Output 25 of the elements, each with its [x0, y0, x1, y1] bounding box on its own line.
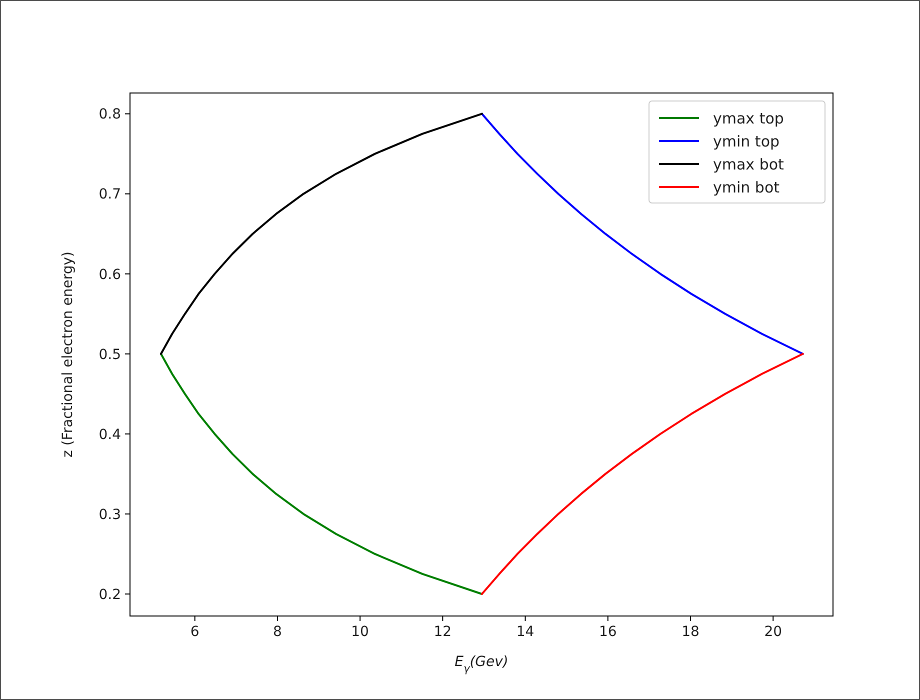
legend-label: ymax bot — [713, 155, 784, 174]
x-tick-label: 18 — [682, 624, 700, 640]
y-tick-label: 0.6 — [98, 266, 122, 283]
y-tick-label: 0.3 — [98, 506, 121, 523]
y-tick-label: 0.4 — [98, 426, 122, 443]
y-tick-label: 0.8 — [98, 106, 121, 123]
legend-label: ymin top — [713, 132, 780, 150]
x-tick-label: 6 — [190, 624, 200, 640]
legend-label: ymax top — [713, 109, 784, 128]
y-tick-label: 0.5 — [98, 346, 121, 363]
line-series — [160, 352, 483, 595]
x-axis-title: E$_{γ}$(Gev) — [454, 654, 508, 675]
legend-label: ymin bot — [713, 178, 780, 196]
line-series — [480, 112, 804, 355]
line-series — [160, 112, 483, 355]
x-tick-label: 8 — [272, 624, 282, 640]
x-tick-label: 20 — [764, 624, 782, 640]
y-tick-label: 0.2 — [98, 586, 121, 603]
x-tick-label: 14 — [516, 624, 534, 640]
x-tick-label: 10 — [351, 624, 369, 640]
x-tick-label: 12 — [434, 624, 452, 640]
y-tick-label: 0.7 — [98, 186, 121, 203]
line-series — [480, 352, 804, 595]
x-tick-label: 16 — [598, 624, 617, 640]
y-axis-title: z (Fractional electron energy) — [60, 252, 76, 458]
